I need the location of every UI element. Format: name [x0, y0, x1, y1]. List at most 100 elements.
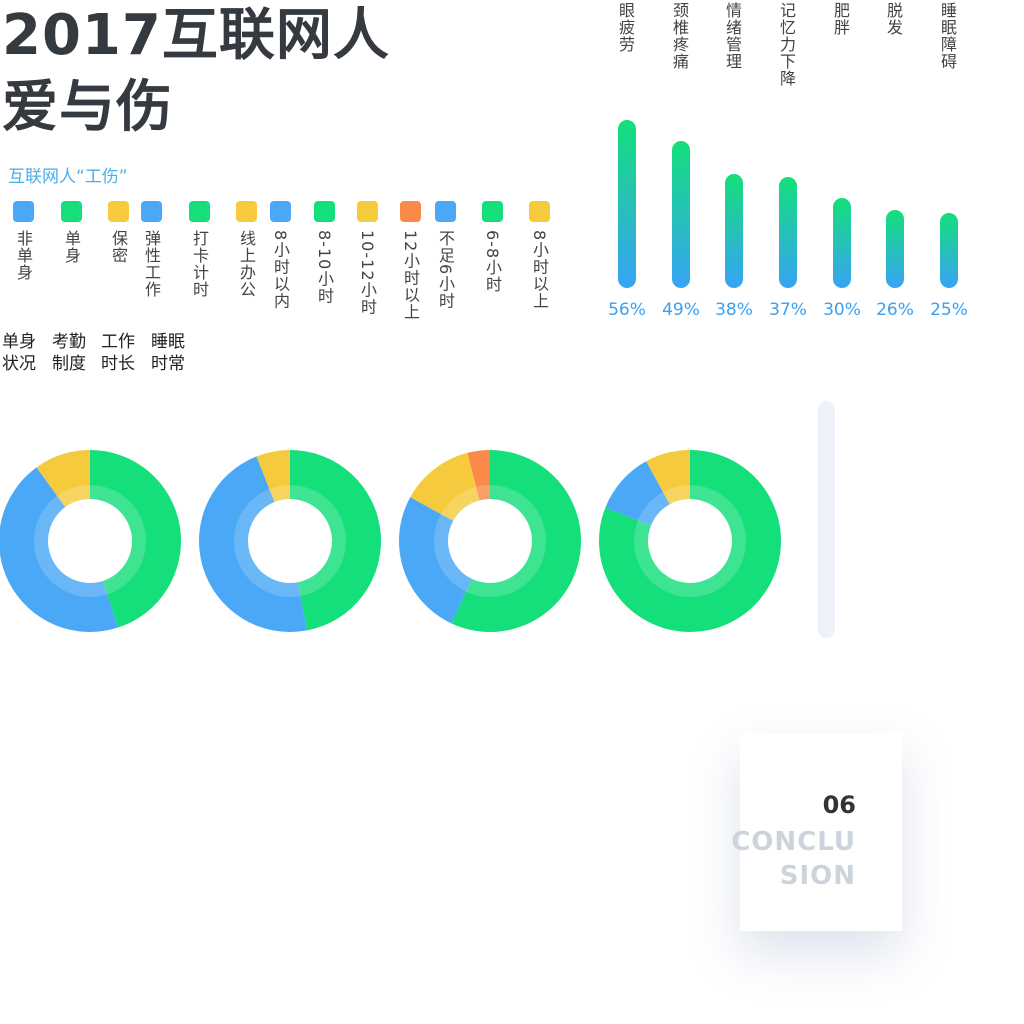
legend-item: 非单身: [11, 201, 35, 281]
bar: [725, 174, 743, 288]
legend-swatch: [12, 201, 34, 222]
card-number: 06: [822, 791, 856, 819]
legend-item: 不足6小时: [433, 201, 457, 309]
card-text: CONCLU SION: [731, 825, 856, 893]
donut-segment: [467, 450, 490, 501]
bar-value-label: 49%: [662, 300, 700, 320]
bar-category-label: 睡眠障碍: [938, 2, 957, 70]
legend-item: 6-8小时: [480, 201, 504, 293]
donut-inner-ring: [34, 485, 146, 597]
donut-segment: [90, 450, 182, 628]
legend-item: 8小时以内: [268, 201, 292, 309]
legend-label: 10-12小时: [358, 230, 377, 316]
legend-label: 非单身: [14, 230, 33, 281]
category-label: 单身 状况: [2, 331, 46, 375]
legend-label: 8小时以上: [530, 230, 549, 310]
category-label-line2: 状况: [2, 354, 36, 374]
bar-category-label: 眼疲劳: [616, 2, 635, 53]
legend-item: 线上办公: [234, 201, 258, 298]
category-label-line2: 时长: [101, 354, 135, 374]
category-label-line1: 单身: [2, 332, 36, 352]
title-line-1: 2017互联网人: [2, 3, 390, 68]
legend-swatch: [140, 201, 162, 222]
legend-label: 12小时以上: [401, 230, 420, 321]
donut-inner-ring: [634, 485, 746, 597]
legend-item: 8小时以上: [527, 201, 551, 309]
legend-label: 弹性工作: [142, 230, 161, 298]
category-label: 工作 时长: [101, 331, 145, 375]
legend-label: 6-8小时: [483, 230, 502, 294]
bar-category-label: 情绪管理: [723, 2, 742, 70]
category-label-line2: 时常: [151, 354, 185, 374]
card-text-line-1: CONCLU: [731, 827, 856, 857]
title-line-2: 爱与伤: [2, 75, 173, 140]
bar: [886, 210, 904, 288]
donut-segment: [399, 497, 473, 624]
category-label-line2: 制度: [52, 354, 86, 374]
bar-chart: 56% 眼疲劳 49% 颈椎疼痛 38% 情绪管理 37% 记忆力下降 30% 肥胖 26% 脱发 25…: [608, 2, 968, 320]
donut-segment: [36, 450, 90, 508]
legend-item: 弹性工作: [139, 201, 163, 298]
donut-segment: [410, 452, 480, 521]
legend-swatch: [399, 201, 421, 222]
legend-item: 保密: [106, 201, 130, 264]
category-label: 睡眠 时常: [151, 331, 195, 375]
bar: [940, 213, 958, 288]
bar-value-label: 26%: [876, 300, 914, 320]
donut-inner-ring: [434, 485, 546, 597]
bar-value-label: 56%: [608, 300, 646, 320]
bar: [833, 198, 851, 288]
page-title: 2017互联网人 爱与伤: [2, 0, 390, 144]
legend-label: 保密: [109, 230, 128, 264]
donut-segment: [451, 450, 581, 632]
category-label-line1: 睡眠: [151, 332, 185, 352]
card-text-line-2: SION: [779, 861, 856, 891]
donut-inner-ring: [234, 485, 346, 597]
bar-category-label: 记忆力下降: [777, 2, 796, 87]
bar-value-label: 38%: [715, 300, 753, 320]
donut-segment: [290, 450, 382, 631]
category-label-line1: 工作: [101, 332, 135, 352]
bar-category-label: 脱发: [884, 2, 903, 36]
legend-swatch: [528, 201, 550, 222]
bar: [779, 177, 797, 288]
legend-swatch: [107, 201, 129, 222]
legend-swatch: [269, 201, 291, 222]
legend-swatch: [313, 201, 335, 222]
legend-swatch: [60, 201, 82, 222]
conclusion-card[interactable]: 06 CONCLU SION: [731, 733, 902, 931]
donut-charts: [0, 450, 781, 632]
legend-swatch: [235, 201, 257, 222]
legend-label: 8-10小时: [315, 230, 334, 305]
donut-segment: [599, 450, 781, 632]
category-label-line1: 考勤: [52, 332, 86, 352]
legend-label: 不足6小时: [436, 230, 455, 310]
legend-item: 8-10小时: [312, 201, 336, 304]
donut-segment: [605, 461, 670, 526]
legend-item: 单身: [59, 201, 83, 264]
bar-value-label: 37%: [769, 300, 807, 320]
bar-category-label: 肥胖: [831, 2, 850, 36]
legend-label: 单身: [62, 230, 81, 264]
section-subtitle: 互联网人“工伤”: [8, 167, 128, 187]
legend-swatch: [188, 201, 210, 222]
legend-item: 10-12小时: [355, 201, 379, 316]
legend-swatch: [356, 201, 378, 222]
bar: [672, 141, 690, 288]
legend-item: 打卡计时: [187, 201, 211, 298]
donut-segment: [646, 450, 690, 505]
legend-label: 打卡计时: [190, 230, 209, 298]
legend-label: 8小时以内: [271, 230, 290, 310]
legend-item: 12小时以上: [398, 201, 422, 320]
donut-segment: [256, 450, 290, 502]
legend-swatch: [481, 201, 503, 222]
bar-category-label: 颈椎疼痛: [670, 2, 689, 70]
category-label: 考勤 制度: [52, 331, 96, 375]
scroll-track[interactable]: [818, 401, 835, 638]
donut-segment: [199, 456, 308, 632]
bar-value-label: 25%: [930, 300, 968, 320]
bar: [618, 120, 636, 288]
bar-value-label: 30%: [823, 300, 861, 320]
legend-swatch: [434, 201, 456, 222]
legend-label: 线上办公: [237, 230, 256, 298]
